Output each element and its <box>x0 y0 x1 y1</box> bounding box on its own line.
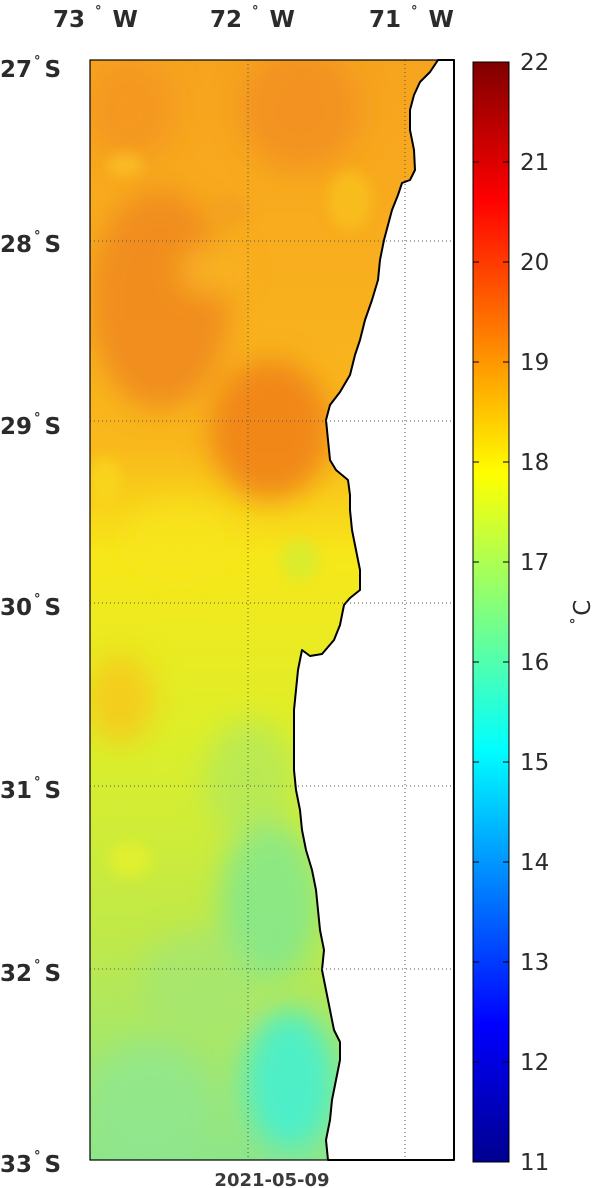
colorbar-tick-label: 21 <box>520 150 549 176</box>
colorbar-unit: °C <box>569 600 593 625</box>
colorbar-tick-label: 16 <box>520 650 549 676</box>
sst-cool-patches <box>90 720 335 1160</box>
lat-label-28: 28 ° S <box>0 229 61 258</box>
lat-label-29: 29 ° S <box>0 411 61 440</box>
colorbar-tick-label: 11 <box>520 1150 549 1176</box>
land-chile <box>293 59 455 1161</box>
map-frame <box>89 59 455 1161</box>
lat-label-27: 27 ° S <box>0 54 61 83</box>
lon-label-73: 73 ° W <box>53 0 138 33</box>
colorbar-tick-label: 19 <box>520 350 549 376</box>
lon-labels: 73 ° W 72 ° W 71 ° W <box>53 0 454 33</box>
colorbar-gradient <box>472 61 510 1163</box>
colorbar-tick-label: 17 <box>520 550 549 576</box>
lon-label-72: 72 ° W <box>210 0 295 33</box>
colorbar-tick-label: 18 <box>520 450 549 476</box>
lon-label-71: 71 ° W <box>369 0 454 33</box>
lat-label-30: 30 ° S <box>0 592 61 621</box>
sst-fine-texture <box>90 153 372 878</box>
map-grid <box>90 60 454 1160</box>
sst-warm-patches <box>90 60 360 745</box>
colorbar-tick-label: 13 <box>520 950 549 976</box>
colorbar: 22 21 20 19 18 17 16 15 14 13 12 11 °C <box>472 50 593 1176</box>
colorbar-tick-label: 12 <box>520 1050 549 1076</box>
colorbar-tick-label: 14 <box>520 850 549 876</box>
lat-label-31: 31 ° S <box>0 775 61 804</box>
colorbar-tick-label: 22 <box>520 50 549 76</box>
colorbar-tick-label: 15 <box>520 750 549 776</box>
lat-label-33: 33 ° S <box>0 1149 61 1178</box>
colorbar-ticks: 22 21 20 19 18 17 16 15 14 13 12 11 <box>473 50 549 1176</box>
date-label: 2021-05-09 <box>214 1170 329 1188</box>
lat-label-32: 32 ° S <box>0 958 61 987</box>
colorbar-tick-label: 20 <box>520 250 549 276</box>
lat-labels: 27 ° S 28 ° S 29 ° S 30 ° S 31 ° S 32 ° S 33 ° S <box>0 54 61 1178</box>
